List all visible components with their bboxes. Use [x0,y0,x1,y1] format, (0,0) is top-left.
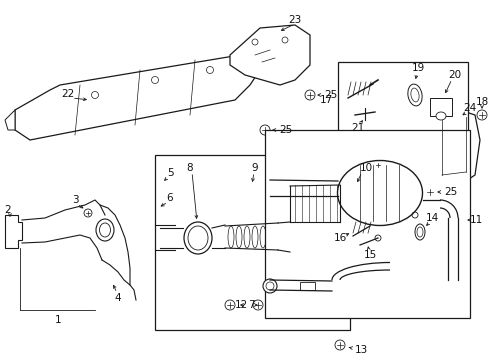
Text: 20: 20 [447,70,461,80]
Ellipse shape [183,222,212,254]
Ellipse shape [96,219,114,241]
Text: 24: 24 [463,103,476,113]
Ellipse shape [227,226,234,248]
Ellipse shape [260,226,265,248]
Ellipse shape [236,226,242,248]
Bar [155,155,349,330]
Bar [429,98,451,116]
Polygon shape [229,25,309,85]
Text: 16: 16 [333,233,346,243]
Text: 13: 13 [354,345,367,355]
Text: 5: 5 [166,168,173,178]
Ellipse shape [244,226,249,248]
Ellipse shape [337,161,422,225]
Text: 25: 25 [443,187,456,197]
Polygon shape [15,55,260,140]
Text: 19: 19 [410,63,424,73]
Ellipse shape [251,226,258,248]
Polygon shape [5,110,15,130]
Polygon shape [5,215,22,248]
Ellipse shape [336,184,358,222]
Text: 25: 25 [279,125,292,135]
Bar [299,282,314,290]
Text: 3: 3 [72,195,78,205]
Text: 9: 9 [251,163,258,173]
Text: 22: 22 [61,89,75,99]
Ellipse shape [187,226,207,250]
Ellipse shape [265,282,273,290]
Ellipse shape [410,88,418,102]
Text: 12: 12 [234,300,247,310]
Text: 21: 21 [351,123,364,133]
Text: 25: 25 [324,90,337,100]
Text: 11: 11 [468,215,482,225]
Ellipse shape [407,84,421,106]
Text: 23: 23 [288,15,301,25]
Text: 15: 15 [363,250,376,260]
Polygon shape [429,110,479,185]
Text: 18: 18 [474,97,488,107]
Ellipse shape [99,223,110,237]
Text: 7: 7 [247,300,254,310]
Ellipse shape [414,224,424,240]
Text: 4: 4 [115,293,121,303]
Bar [337,62,467,152]
Text: 8: 8 [186,163,193,173]
Ellipse shape [263,279,276,293]
Text: 14: 14 [425,213,438,223]
Text: 1: 1 [55,315,61,325]
Ellipse shape [267,226,273,248]
Bar [264,130,469,318]
Text: 2: 2 [5,205,11,215]
Text: 6: 6 [166,193,173,203]
Text: 17: 17 [319,95,332,105]
Ellipse shape [416,227,422,237]
Ellipse shape [340,189,355,217]
Ellipse shape [435,112,445,120]
Text: 10: 10 [359,163,372,173]
